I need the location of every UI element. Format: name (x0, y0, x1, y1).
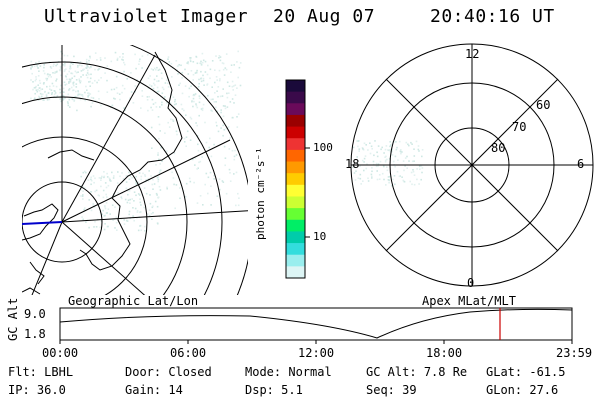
status-door: Door: Closed (125, 365, 212, 379)
instrument-title: Ultraviolet Imager (44, 6, 249, 27)
status-glat: GLat: -61.5 (486, 365, 566, 379)
time-tick-0000: 00:00 (42, 346, 79, 360)
colorbar-swatch (286, 231, 305, 244)
colorbar-swatch (286, 243, 305, 256)
mlt-label-12: 12 (465, 47, 480, 61)
colorbar-swatch (286, 196, 305, 209)
colorbar-swatch (286, 91, 305, 104)
colorbar-swatch (286, 266, 305, 279)
status-gc-alt: GC Alt: 7.8 Re (366, 365, 468, 379)
colorbar-swatch (286, 254, 305, 267)
apex-map-title: Apex MLat/MLT (422, 294, 516, 308)
time-tick-0600: 06:00 (170, 346, 207, 360)
aurora-emission-polar (352, 140, 424, 187)
altitude-axis-label: GC Alt (6, 297, 20, 341)
colorbar-label: photon cm⁻²s⁻¹ (254, 147, 267, 240)
colorbar-swatch (286, 126, 305, 139)
status-seq: Seq: 39 (366, 383, 417, 397)
colorbar-tick-100: 100 (313, 141, 333, 154)
colorbar-swatch (286, 184, 305, 197)
status-dsp: Dsp: 5.1 (245, 383, 303, 397)
time-tick-2359: 23:59 (556, 346, 593, 360)
status-mode: Mode: Normal (245, 365, 332, 379)
colorbar-swatch (286, 161, 305, 174)
colorbar-swatch (286, 149, 305, 163)
colorbar-swatch (286, 219, 305, 232)
intensity-colorbar (285, 79, 310, 279)
colorbar-tick-10: 10 (313, 230, 327, 243)
status-ip: IP: 36.0 (8, 383, 66, 397)
mlt-label-0: 0 (467, 276, 475, 290)
geographic-map-title: Geographic Lat/Lon (68, 294, 199, 308)
status-flt: Flt: LBHL (8, 365, 74, 379)
coastline (22, 51, 183, 295)
colorbar-swatch (286, 138, 305, 151)
status-glon: GLon: 27.6 (486, 383, 559, 397)
colorbar-swatch (286, 80, 305, 93)
colorbar-swatch (286, 114, 305, 128)
colorbar-swatch (286, 208, 305, 221)
colorbar-swatch (286, 103, 305, 116)
mlt-polar-plot (350, 43, 594, 287)
observation-time: 20:40:16 UT (430, 6, 555, 27)
orbit-track (22, 221, 63, 225)
altitude-curve (59, 308, 573, 339)
aurora-emission-left (30, 50, 242, 232)
status-gain: Gain: 14 (125, 383, 183, 397)
altitude-tick-low: 1.8 (24, 327, 46, 341)
colorbar-swatch (286, 173, 305, 186)
mlat-label-80: 80 (491, 141, 506, 155)
altitude-plot (59, 307, 573, 344)
mlt-label-6: 6 (577, 157, 585, 171)
mlt-label-18: 18 (345, 157, 360, 171)
geographic-map (22, 45, 248, 295)
altitude-tick-high: 9.0 (24, 307, 46, 321)
observation-date: 20 Aug 07 (273, 6, 376, 27)
mlat-label-60: 60 (536, 98, 551, 112)
time-tick-1200: 12:00 (298, 346, 335, 360)
time-tick-1800: 18:00 (426, 346, 463, 360)
mlat-label-70: 70 (512, 120, 527, 134)
